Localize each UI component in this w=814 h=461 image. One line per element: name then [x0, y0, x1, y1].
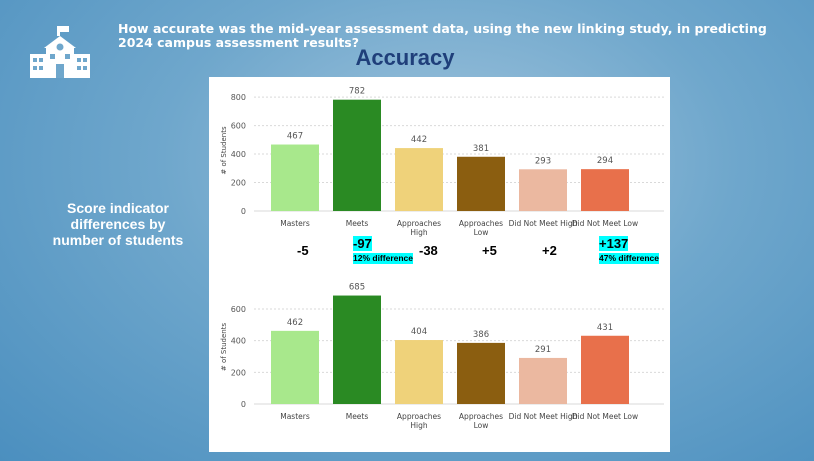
- bar: [519, 169, 567, 211]
- y-tick-label: 600: [231, 122, 246, 131]
- difference-item: -38: [419, 243, 438, 258]
- y-tick-label: 400: [231, 150, 246, 159]
- y-tick-label: 400: [231, 337, 246, 346]
- bar: [519, 357, 567, 404]
- x-tick-label: Did Not Meet High: [509, 412, 578, 421]
- page-title: Accuracy: [355, 45, 455, 70]
- data-label: 431: [597, 323, 613, 333]
- difference-percent-note: 47% difference: [599, 253, 659, 264]
- difference-item: -97 12% difference: [353, 235, 413, 264]
- bar: [457, 156, 505, 211]
- bar: [271, 144, 319, 211]
- difference-item: -5: [297, 243, 309, 258]
- bar: [581, 169, 629, 211]
- x-tick-label: Meets: [346, 219, 369, 228]
- x-tick-label: Did Not Meet High: [509, 219, 578, 228]
- bar: [271, 330, 319, 404]
- data-label: 467: [287, 132, 303, 142]
- x-tick-label: Did Not Meet Low: [572, 219, 638, 228]
- data-label: 685: [349, 283, 365, 293]
- x-tick-label: Low: [474, 421, 489, 430]
- difference-item: +137 47% difference: [599, 235, 659, 264]
- y-axis-label: # of Students: [220, 126, 228, 175]
- difference-value: -97: [353, 236, 372, 251]
- y-tick-label: 200: [231, 368, 246, 377]
- x-tick-label: High: [410, 421, 427, 430]
- y-tick-label: 0: [241, 400, 246, 409]
- difference-value: -38: [419, 243, 438, 258]
- bar: [395, 148, 443, 211]
- x-tick-label: Approaches: [397, 219, 441, 228]
- school-building-icon: [30, 26, 90, 78]
- data-label: 462: [287, 318, 303, 328]
- difference-value: +5: [482, 243, 497, 258]
- x-tick-label: Approaches: [459, 219, 503, 228]
- x-tick-label: Did Not Meet Low: [572, 412, 638, 421]
- accuracy-bar-chart-top: 0 200 400 600 800 # of Students 467 Masters 782 M…: [220, 87, 664, 237]
- data-label: 294: [597, 156, 613, 166]
- y-tick-label: 200: [231, 179, 246, 188]
- bar: [333, 295, 381, 404]
- x-tick-label: Meets: [346, 412, 369, 421]
- x-tick-label: High: [410, 228, 427, 237]
- data-label: 404: [411, 327, 427, 337]
- data-label: 782: [349, 87, 365, 97]
- x-tick-label: Masters: [280, 219, 310, 228]
- data-label: 381: [473, 144, 489, 154]
- bar: [395, 340, 443, 404]
- difference-item: +2: [542, 243, 557, 258]
- difference-value: -5: [297, 243, 309, 258]
- data-label: 293: [535, 156, 551, 166]
- difference-percent-note: 12% difference: [353, 253, 413, 264]
- x-tick-label: Masters: [280, 412, 310, 421]
- bar: [333, 99, 381, 211]
- data-label: 442: [411, 135, 427, 145]
- difference-value: +137: [599, 236, 629, 251]
- bar: [457, 342, 505, 404]
- x-tick-label: Low: [474, 228, 489, 237]
- difference-item: +5: [482, 243, 497, 258]
- charts-panel: 0 200 400 600 800 # of Students 467 Masters 782 M…: [209, 77, 670, 452]
- x-tick-label: Approaches: [397, 412, 441, 421]
- side-label: Score indicator differences by number of…: [52, 200, 184, 248]
- x-tick-label: Approaches: [459, 412, 503, 421]
- y-tick-label: 800: [231, 93, 246, 102]
- data-label: 386: [473, 330, 489, 340]
- y-axis-label: # of Students: [220, 323, 228, 372]
- y-tick-label: 600: [231, 305, 246, 314]
- difference-value: +2: [542, 243, 557, 258]
- y-tick-label: 0: [241, 207, 246, 216]
- accuracy-bar-chart-bottom: 0 200 400 600 # of Students 462 Masters 685 Meet…: [220, 283, 664, 430]
- assessment-question: How accurate was the mid-year assessment…: [118, 21, 767, 50]
- bar: [581, 335, 629, 404]
- differences-row: -5 -97 12% difference -38 +5 +2 +137 47% differ…: [209, 235, 670, 275]
- data-label: 291: [535, 345, 551, 355]
